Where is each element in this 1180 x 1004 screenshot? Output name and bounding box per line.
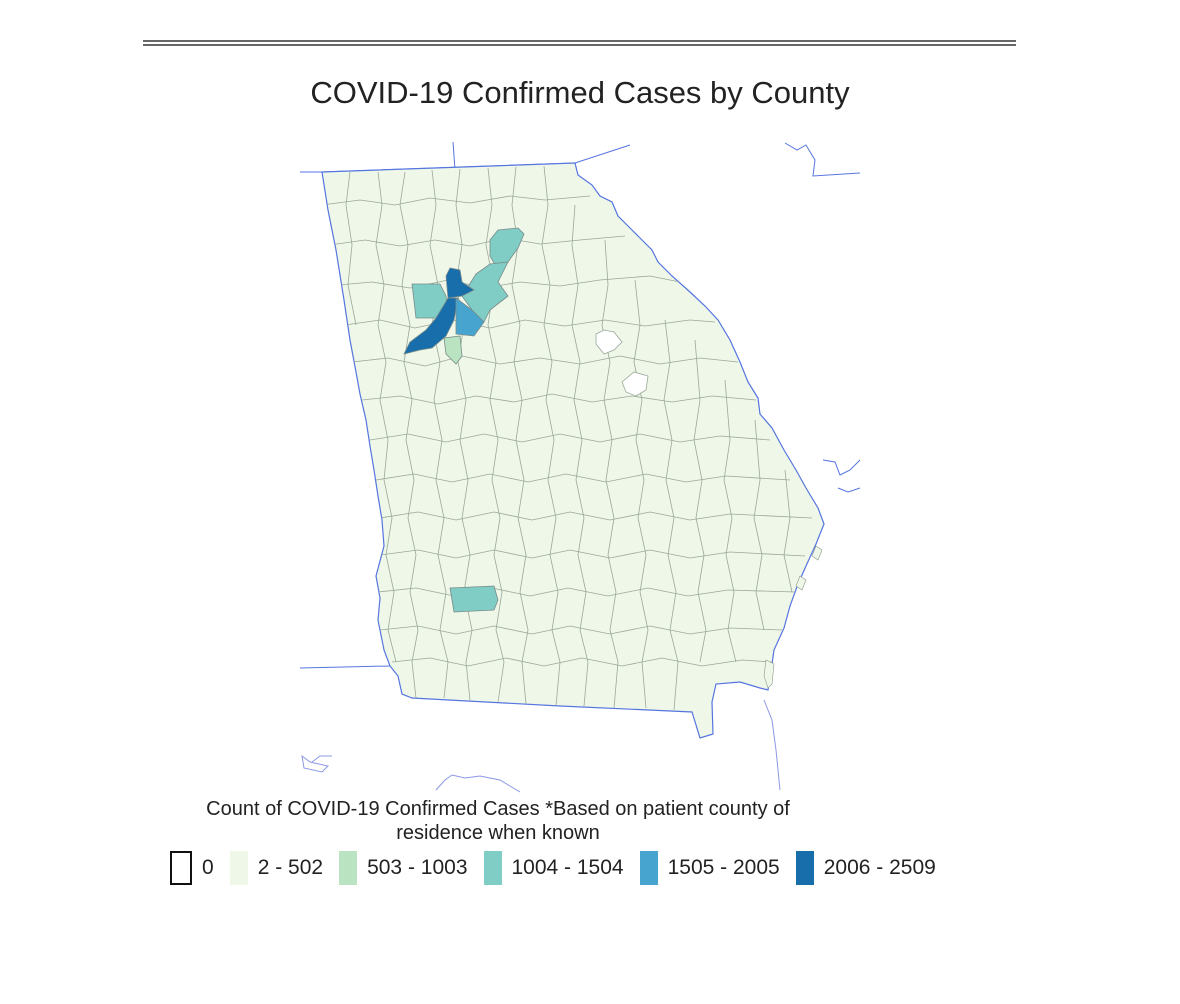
county-glascock xyxy=(621,371,649,397)
legend-item-1: 2 - 502 xyxy=(229,851,324,885)
legend-swatch-3 xyxy=(483,851,502,885)
legend-label-5: 2006 - 2509 xyxy=(823,856,936,879)
legend-item-3: 1004 - 1504 xyxy=(483,851,624,885)
highlighted-counties xyxy=(403,227,525,613)
county-gwinnett xyxy=(461,261,509,323)
zero-case-counties xyxy=(595,329,649,397)
legend-label-2: 503 - 1003 xyxy=(367,856,468,879)
legend-title-line2: residence when known xyxy=(396,822,600,844)
county-dougherty xyxy=(449,585,499,613)
legend-swatch-5 xyxy=(795,851,814,885)
legend-swatch-4 xyxy=(639,851,658,885)
county-clayton xyxy=(443,335,463,365)
county-dekalb xyxy=(455,297,485,337)
county-fulton xyxy=(403,297,459,355)
legend-swatch-1 xyxy=(229,851,248,885)
legend-swatch-0 xyxy=(170,851,192,885)
legend-title-line1: Count of COVID-19 Confirmed Cases *Based… xyxy=(206,798,790,820)
legend-label-1: 2 - 502 xyxy=(257,856,324,879)
coastal-islands xyxy=(763,545,823,689)
header-rule xyxy=(143,40,1016,42)
legend-item-2: 503 - 1003 xyxy=(339,851,468,885)
county-taliaferro xyxy=(595,329,623,355)
legend-label-3: 1004 - 1504 xyxy=(511,856,624,879)
legend-item-5: 2006 - 2509 xyxy=(795,851,936,885)
legend-item-4: 1505 - 2005 xyxy=(639,851,780,885)
legend-label-4: 1505 - 2005 xyxy=(667,856,780,879)
county-boundaries xyxy=(322,165,813,711)
legend-label-0: 0 xyxy=(202,856,214,879)
legend-title: Count of COVID-19 Confirmed Cases *Based… xyxy=(160,797,836,845)
map-title: COVID-19 Confirmed Cases by County xyxy=(310,75,850,110)
georgia-county-map xyxy=(299,141,861,793)
county-hall xyxy=(489,227,525,271)
legend-item-0: 0 xyxy=(170,851,214,885)
legend-swatch-2 xyxy=(339,851,358,885)
header-rule-secondary xyxy=(143,44,1016,46)
gulf-coast-outline xyxy=(301,699,781,793)
legend: 0 2 - 502 503 - 1003 1004 - 1504 1505 - … xyxy=(170,850,952,886)
